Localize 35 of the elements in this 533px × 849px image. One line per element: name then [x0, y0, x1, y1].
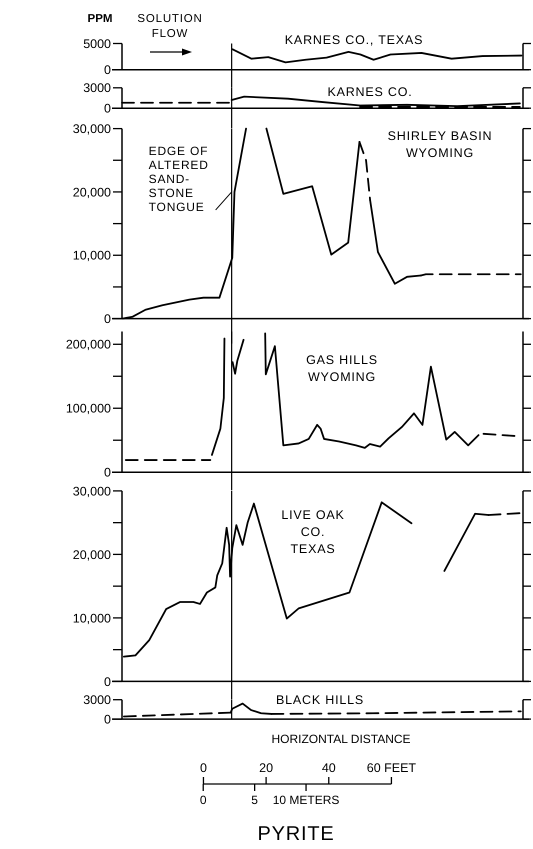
y-tick-label: 200,000 — [66, 338, 112, 352]
y-tick-label: 100,000 — [66, 402, 112, 416]
x-tick-label: 60 FEET — [366, 761, 416, 775]
x2-tick-label: 5 — [251, 793, 258, 807]
y-tick-label: 0 — [104, 102, 112, 116]
y-tick-label: 20,000 — [72, 185, 112, 200]
x-tick-label: 20 — [259, 761, 274, 775]
y-tick-label: 0 — [104, 466, 112, 480]
text: SHIRLEY BASIN WYOMING — [388, 129, 492, 160]
x2-tick-label: 10 METERS — [272, 793, 340, 807]
x2-tick-label: 0 — [200, 793, 207, 807]
y-tick-label: 0 — [104, 63, 112, 78]
y-tick-label: 0 — [104, 674, 112, 689]
y-tick-label: 3000 — [83, 81, 112, 96]
y-tick-label: 10,000 — [72, 611, 112, 626]
x-tick-label: 0 — [200, 761, 207, 775]
y-tick-label: 5000 — [83, 36, 112, 51]
y-tick-label: 30,000 — [72, 484, 112, 498]
y-tick-label: 20,000 — [72, 548, 112, 562]
chart-title: KARNES CO., TEXAS — [284, 33, 424, 47]
text: SOLUTION FLOW — [137, 13, 203, 40]
y-tick-label: 30,000 — [72, 122, 112, 136]
text: PYRITE — [257, 823, 335, 845]
annotation: EDGE OF ALTERED SAND- STONE TONGUE — [148, 144, 209, 214]
x-axis-title: HORIZONTAL DISTANCE — [271, 732, 411, 746]
chart-title: KARNES CO. — [327, 85, 413, 99]
x-tick-label: 40 — [322, 761, 336, 775]
text: GAS HILLS WYOMING — [306, 353, 378, 384]
y-tick-label: 0 — [104, 712, 112, 726]
y-tick-label: 3000 — [83, 693, 112, 708]
y-axis-title: PPM — [88, 13, 112, 25]
y-tick-label: 0 — [104, 312, 112, 326]
y-tick-label: 10,000 — [72, 248, 112, 263]
chart-title: BLACK HILLS — [276, 693, 364, 707]
text: LIVE OAK CO. TEXAS — [281, 508, 345, 556]
